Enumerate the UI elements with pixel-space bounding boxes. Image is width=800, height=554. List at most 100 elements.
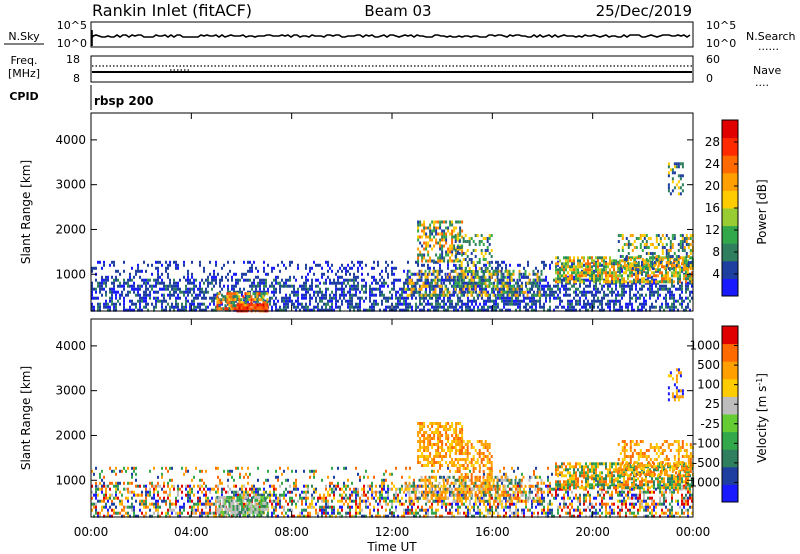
power-cell [629, 268, 631, 272]
power-cell [571, 274, 573, 278]
power-cell [677, 255, 680, 258]
power-cell [540, 278, 543, 282]
power-cell [193, 302, 195, 306]
power-cell [415, 302, 417, 306]
power-cell [657, 287, 659, 291]
velocity-cell [507, 505, 509, 509]
power-cell [488, 252, 491, 255]
velocity-cell [487, 487, 489, 491]
power-cell [397, 290, 399, 294]
power-cell [339, 266, 341, 270]
velocity-cell [355, 511, 357, 515]
power-cell [569, 265, 571, 269]
power-cell [641, 240, 644, 243]
power-cell [647, 246, 650, 249]
power-colorbar-tick-label: 20 [705, 179, 720, 193]
velocity-cell [303, 490, 305, 494]
power-cell [438, 284, 441, 288]
power-cell [643, 280, 645, 284]
velocity-cell [485, 514, 487, 518]
power-cell [135, 302, 137, 306]
velocity-cell [97, 487, 99, 491]
power-cell [593, 302, 595, 306]
power-cell [442, 293, 445, 297]
velocity-cell [427, 484, 429, 488]
power-cell [517, 296, 519, 300]
velocity-cell [109, 496, 111, 500]
power-cell [460, 284, 463, 288]
power-cell [99, 308, 101, 312]
power-cell [609, 290, 611, 294]
power-cell [621, 246, 624, 249]
power-cell [275, 281, 277, 285]
velocity-cell [265, 496, 267, 500]
power-cell [179, 308, 181, 312]
power-cell [371, 305, 373, 309]
velocity-cell [363, 514, 365, 518]
velocity-cell [397, 487, 399, 491]
power-cell [625, 255, 628, 258]
power-cell [429, 266, 431, 270]
power-cell [661, 265, 663, 269]
velocity-cell [205, 511, 207, 515]
power-cell [685, 262, 687, 266]
velocity-cell [405, 499, 407, 503]
power-cell [359, 263, 361, 267]
power-cell [439, 238, 442, 242]
power-cell [565, 293, 567, 297]
power-cell [385, 305, 387, 309]
power-cell [501, 266, 503, 270]
power-cell [585, 274, 587, 278]
power-cell [679, 246, 682, 249]
power-cell [222, 298, 225, 302]
power-cell [329, 299, 331, 303]
nave-label: Nave [753, 64, 781, 77]
power-cell [381, 269, 383, 273]
velocity-cell [497, 487, 499, 491]
power-cell [629, 299, 631, 303]
power-cell [375, 281, 377, 285]
power-cell [501, 278, 503, 282]
power-cell [207, 305, 209, 309]
power-cell [507, 308, 509, 312]
power-cell [273, 287, 275, 291]
power-cell [601, 296, 603, 300]
velocity-cell [395, 490, 397, 494]
power-cell [489, 299, 491, 303]
power-cell [412, 290, 415, 294]
power-cell [595, 299, 597, 303]
power-cell [453, 226, 456, 230]
power-cell [391, 260, 393, 264]
power-cell [677, 174, 680, 178]
power-cell [511, 299, 513, 303]
power-cell [524, 272, 527, 276]
power-cell [639, 293, 641, 297]
velocity-cell [301, 496, 303, 500]
power-cell [410, 287, 413, 291]
power-cell [466, 284, 469, 288]
velocity-cell [157, 511, 159, 515]
power-cell [691, 280, 693, 284]
power-cell [687, 237, 690, 240]
power-cell [557, 287, 559, 291]
power-cell [373, 275, 375, 279]
power-cell [427, 241, 430, 245]
power-cell [639, 243, 642, 246]
velocity-cell [145, 493, 147, 497]
power-cell [645, 234, 648, 237]
power-cell [256, 301, 259, 305]
power-cell [133, 308, 135, 312]
power-cell [145, 278, 147, 282]
power-cell [462, 240, 465, 243]
power-cell [391, 269, 393, 273]
power-cell [215, 308, 217, 312]
power-cell [145, 281, 147, 285]
velocity-cell [413, 511, 415, 515]
power-cell [333, 293, 335, 297]
velocity-cell [371, 484, 373, 488]
velocity-cell [175, 496, 177, 500]
power-cell [220, 298, 223, 302]
freq-panel [90, 55, 694, 83]
power-cell [359, 290, 361, 294]
velocity-cell [353, 487, 355, 491]
